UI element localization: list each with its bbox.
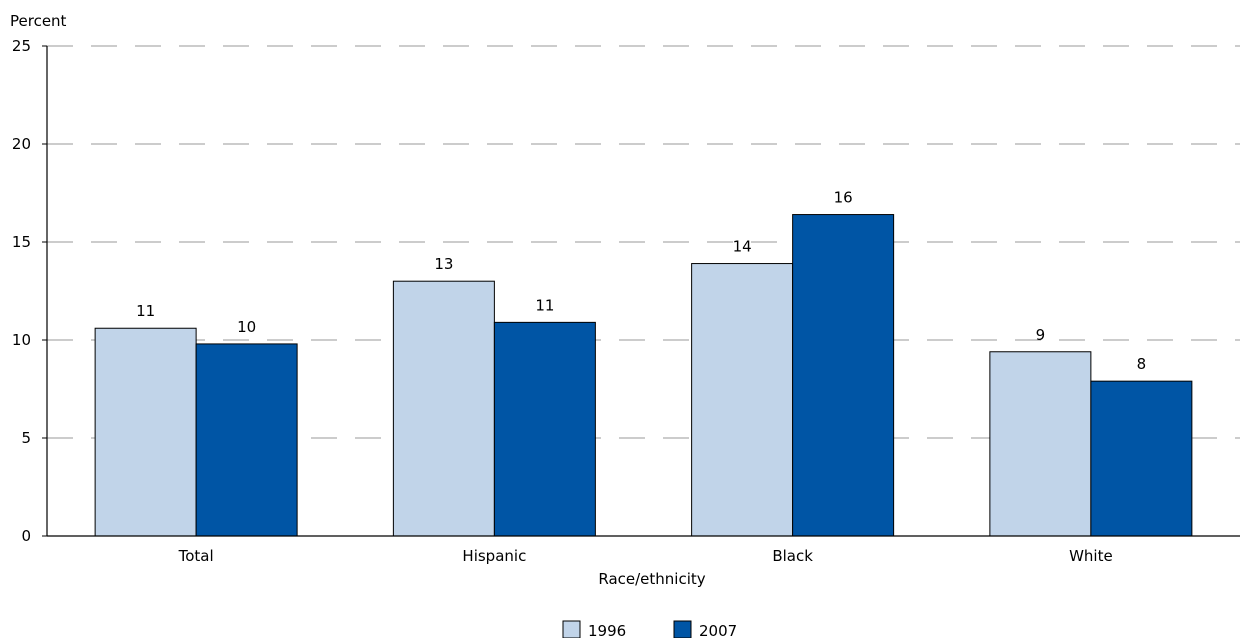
legend-swatch-2007: [673, 620, 692, 638]
y-tick-label: 15: [12, 233, 31, 251]
y-axis-ticks: 0 5 10 15 20 25: [12, 37, 47, 545]
data-label: 14: [733, 238, 752, 256]
bar-1996-total: [94, 327, 197, 537]
y-tick-label: 0: [21, 527, 31, 545]
legend-swatch-1996: [562, 620, 581, 638]
legend-label: 2007: [699, 622, 737, 638]
bar-1996-hispanic: [392, 280, 495, 537]
y-tick-label: 10: [12, 331, 31, 349]
x-category-label: White: [1069, 547, 1113, 565]
bar-1996-white: [989, 351, 1092, 537]
bar-2007-black: [792, 214, 895, 537]
legend-label: 1996: [588, 622, 626, 638]
y-tick-label: 25: [12, 37, 31, 55]
bar-2007-white: [1090, 380, 1193, 537]
x-category-label: Black: [772, 547, 813, 565]
data-label: 11: [535, 296, 554, 314]
data-label: 16: [834, 189, 853, 207]
x-axis-title: Race/ethnicity: [598, 570, 705, 588]
bar-2007-total: [195, 343, 298, 537]
y-tick-label: 5: [21, 429, 31, 447]
data-label: 8: [1137, 355, 1147, 373]
y-tick-label: 20: [12, 135, 31, 153]
data-label: 13: [434, 255, 453, 273]
legend: 1996 2007: [562, 620, 737, 638]
bar-1996-black: [691, 263, 794, 537]
bar-2007-hispanic: [493, 321, 596, 537]
bars: 11 10 13 11 14 16 9 8: [94, 189, 1193, 537]
x-category-label: Total: [178, 547, 214, 565]
data-label: 10: [237, 318, 256, 336]
y-axis-title: Percent: [10, 12, 67, 30]
data-label: 9: [1036, 326, 1046, 344]
x-category-label: Hispanic: [462, 547, 526, 565]
data-label: 11: [136, 302, 155, 320]
x-axis-categories: Total Hispanic Black White: [178, 547, 1113, 565]
